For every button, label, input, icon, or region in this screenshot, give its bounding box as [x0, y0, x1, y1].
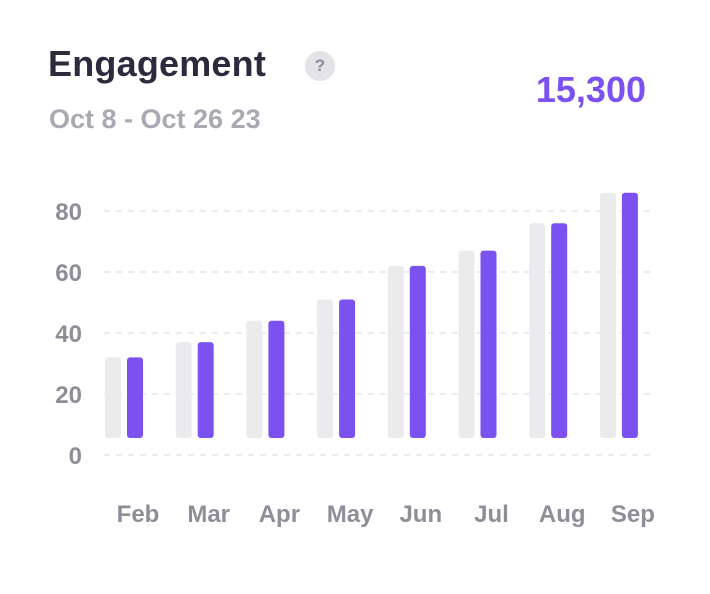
x-tick-label: Mar [187, 501, 230, 528]
bar-series-1 [105, 357, 121, 438]
bar-series-2 [480, 250, 497, 438]
bar-series-2 [339, 299, 356, 438]
card-title: Engagement [48, 43, 267, 84]
bar-series-2 [551, 223, 568, 438]
x-tick-label: Jul [474, 501, 509, 528]
bar-series-1 [387, 265, 404, 438]
bar-series-1 [458, 250, 475, 438]
x-tick-label: Feb [117, 501, 160, 528]
y-tick-label: 0 [69, 443, 82, 470]
y-tick-label: 60 [55, 260, 82, 287]
bar-series-1 [175, 342, 192, 438]
date-range: Oct 8 - Oct 26 23 [49, 104, 261, 134]
bar-series-2 [127, 357, 143, 438]
bar-series-1 [599, 192, 616, 438]
y-tick-label: 80 [55, 199, 82, 226]
bar-series-2 [621, 192, 638, 438]
x-tick-label: Aug [539, 501, 586, 528]
x-tick-label: Apr [259, 501, 300, 528]
y-tick-label: 20 [55, 382, 82, 409]
bar-series-1 [317, 299, 334, 438]
bars [105, 192, 638, 438]
x-axis: Feb Mar Apr May Jun Jul Aug Sep [117, 501, 655, 528]
x-tick-label: May [327, 501, 374, 528]
bar-series-1 [246, 320, 263, 438]
bar-series-2 [197, 342, 214, 438]
bar-series-2 [409, 265, 426, 438]
bar-series-2 [268, 320, 285, 438]
total-value: 15,300 [535, 69, 646, 110]
help-icon[interactable]: ? [305, 51, 335, 81]
bar-series-1 [529, 223, 546, 438]
y-axis: 0 20 40 60 80 [55, 199, 82, 470]
y-tick-label: 40 [55, 321, 82, 348]
x-tick-label: Jun [399, 501, 442, 528]
x-tick-label: Sep [611, 501, 655, 528]
